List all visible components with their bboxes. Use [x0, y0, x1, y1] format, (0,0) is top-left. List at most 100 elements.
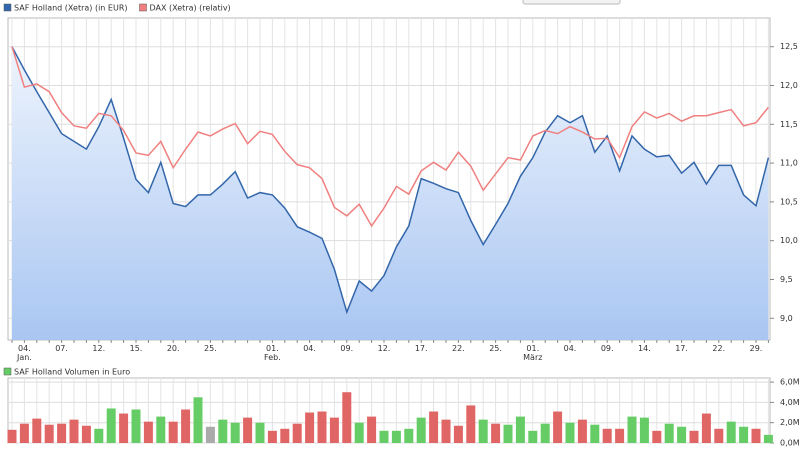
legend-label: SAF Holland Volumen in Euro: [14, 368, 130, 377]
bar: [577, 419, 587, 443]
bar: [81, 425, 91, 443]
bar: [652, 430, 662, 443]
x-tick-label: 22.: [452, 344, 465, 353]
bar: [391, 430, 401, 443]
bar: [553, 411, 563, 443]
bar: [602, 428, 612, 443]
x-tick-label: 12.: [377, 344, 391, 353]
y-tick-label: 0,0M: [780, 439, 800, 448]
bar: [429, 411, 439, 443]
bar: [689, 430, 699, 443]
bar: [329, 417, 339, 443]
bar: [615, 428, 625, 443]
bar: [714, 428, 724, 443]
x-tick-label: 17.: [414, 344, 428, 353]
legend-label: SAF Holland (Xetra) (in EUR): [14, 4, 128, 13]
bar: [168, 421, 178, 443]
bar: [367, 416, 377, 443]
legend-swatch: [139, 3, 147, 12]
toolbar-button[interactable]: [522, 0, 621, 5]
x-tick-label: 15.: [129, 344, 143, 353]
bar: [677, 426, 687, 443]
bar: [491, 423, 501, 443]
x-tick-label: 14.: [638, 344, 651, 353]
bar: [751, 428, 761, 443]
x-tick-label: 04.: [563, 344, 577, 353]
bar: [404, 428, 414, 443]
y-tick-label: 4,0M: [780, 398, 800, 407]
bar: [255, 422, 265, 443]
bar: [416, 417, 426, 443]
x-tick-label: 09.: [600, 344, 614, 353]
bar: [739, 426, 749, 443]
bar: [156, 416, 166, 443]
bar: [441, 419, 451, 443]
line: [11, 46, 770, 315]
bar: [590, 424, 600, 443]
x-tick-label: 07.: [55, 344, 68, 353]
bar: [143, 421, 153, 443]
bar: [119, 413, 129, 443]
y-tick-label: 6,0M: [780, 378, 800, 387]
bar: [701, 413, 711, 443]
x-tick-label: 09.: [340, 344, 354, 353]
bar: [280, 428, 290, 443]
bar: [267, 430, 277, 443]
bar: [466, 405, 476, 443]
bar: [32, 418, 42, 443]
bar: [181, 409, 191, 443]
legend-swatch: [3, 367, 12, 376]
bar: [528, 430, 538, 443]
bar: [540, 423, 550, 443]
bar: [305, 412, 315, 443]
bar: [453, 425, 463, 443]
line: [11, 46, 769, 228]
bar: [726, 421, 736, 443]
bar: [503, 424, 513, 443]
y-tick-label: 11,0: [780, 159, 798, 168]
bar: [19, 423, 29, 443]
bar: [205, 426, 215, 443]
bar: [193, 397, 203, 443]
bar: [131, 409, 141, 443]
bar: [639, 417, 649, 443]
x-tick-label: 04.: [303, 344, 316, 353]
y-tick-label: 9,0: [780, 314, 793, 323]
bar: [57, 423, 67, 443]
legend-label: DAX (Xetra) (relativ): [150, 4, 231, 13]
legend-swatch: [3, 3, 12, 12]
bar: [230, 422, 240, 443]
x-tick-label: 17.: [675, 344, 688, 353]
x-tick-label: 25.: [204, 344, 217, 353]
bar: [515, 416, 525, 443]
y-tick-label: 9,5: [780, 275, 793, 284]
bar: [7, 429, 17, 443]
bar: [763, 434, 773, 443]
x-tick-label: 01. März: [523, 344, 543, 362]
bar: [69, 419, 79, 443]
bar: [292, 423, 302, 443]
bar: [44, 424, 54, 443]
y-tick-label: 2,0M: [780, 418, 800, 427]
x-tick-label: 22.: [712, 344, 726, 353]
x-tick-label: 20.: [166, 344, 180, 353]
area: [12, 46, 769, 340]
x-tick-label: 04. Jan.: [16, 344, 32, 362]
bar: [218, 419, 228, 443]
bar: [317, 411, 327, 443]
bar: [106, 408, 116, 443]
x-tick-label: 29.: [749, 344, 763, 353]
x-tick-label: 01. Feb.: [264, 344, 281, 362]
bar: [379, 430, 389, 443]
x-tick-label: 12.: [92, 344, 106, 353]
y-tick-label: 11,5: [780, 120, 798, 129]
y-tick-label: 12,0: [780, 81, 798, 90]
bar: [94, 428, 104, 443]
y-tick-label: 12,5: [780, 42, 798, 51]
bar: [627, 416, 637, 443]
bar: [354, 422, 364, 443]
bar: [342, 392, 352, 443]
bar: [243, 417, 253, 443]
